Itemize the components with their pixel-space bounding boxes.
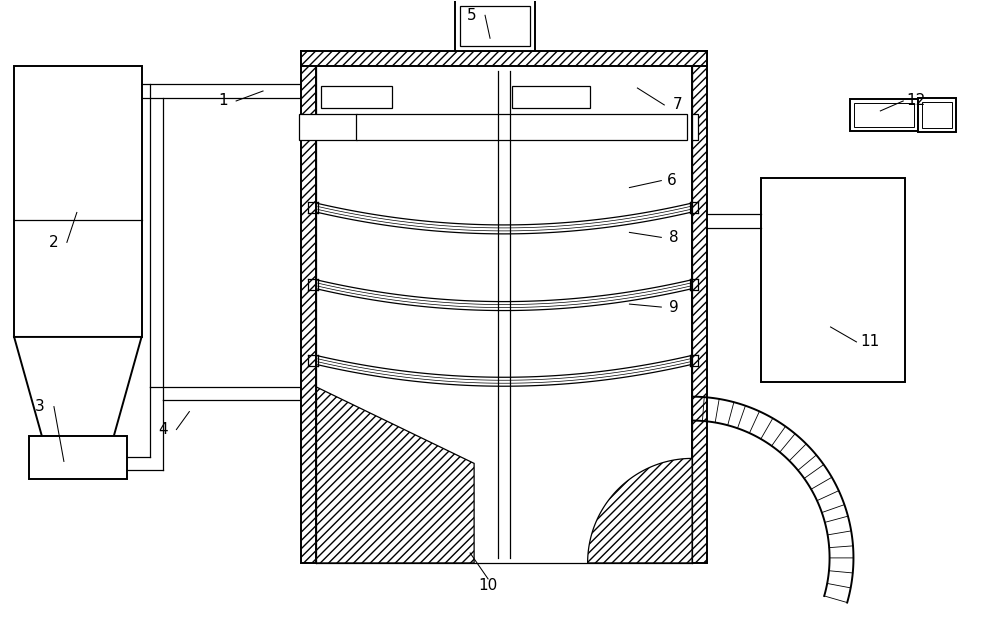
Text: 12: 12 bbox=[907, 94, 926, 108]
Bar bbox=[761, 178, 905, 382]
Text: 11: 11 bbox=[861, 334, 880, 349]
Text: 5: 5 bbox=[467, 8, 477, 23]
Bar bbox=[922, 102, 952, 128]
Bar bbox=[460, 6, 530, 46]
Text: 4: 4 bbox=[159, 422, 168, 437]
Bar bbox=[512, 86, 590, 108]
Polygon shape bbox=[588, 458, 692, 563]
Bar bbox=[299, 114, 357, 140]
Text: 10: 10 bbox=[478, 578, 498, 593]
Bar bbox=[918, 98, 956, 132]
Polygon shape bbox=[692, 51, 707, 563]
Text: 3: 3 bbox=[35, 399, 45, 414]
Bar bbox=[692, 114, 698, 140]
Text: 7: 7 bbox=[672, 98, 682, 112]
Text: 6: 6 bbox=[666, 173, 676, 188]
Bar bbox=[455, 0, 535, 51]
Bar bbox=[850, 99, 918, 131]
Polygon shape bbox=[301, 51, 707, 66]
Bar bbox=[14, 66, 142, 337]
Bar bbox=[854, 103, 914, 127]
Bar bbox=[356, 114, 687, 140]
Text: 8: 8 bbox=[669, 230, 679, 245]
Text: 9: 9 bbox=[669, 300, 679, 315]
Bar bbox=[321, 86, 392, 108]
Polygon shape bbox=[316, 386, 474, 563]
Polygon shape bbox=[301, 51, 316, 563]
Bar bbox=[29, 437, 127, 480]
Text: 1: 1 bbox=[218, 94, 228, 108]
Text: 2: 2 bbox=[49, 235, 59, 250]
Polygon shape bbox=[14, 337, 142, 437]
